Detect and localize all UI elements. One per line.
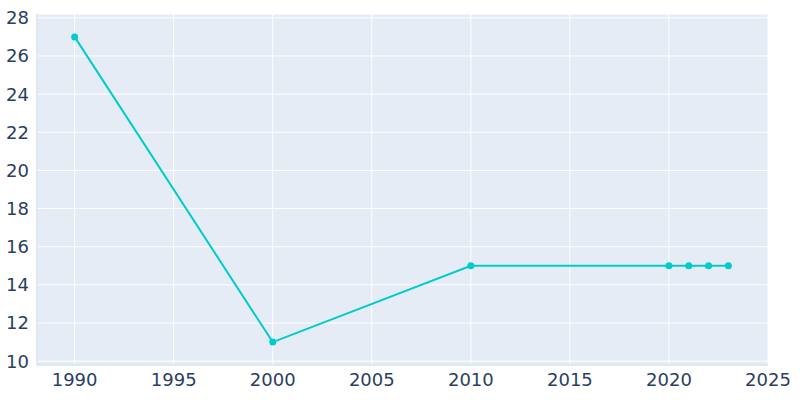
svg-text:26: 26: [8, 45, 29, 66]
svg-text:22: 22: [8, 122, 29, 143]
svg-text:2020: 2020: [646, 369, 692, 390]
svg-text:2000: 2000: [250, 369, 296, 390]
svg-text:2025: 2025: [745, 369, 791, 390]
svg-text:2010: 2010: [448, 369, 494, 390]
svg-text:2005: 2005: [349, 369, 395, 390]
svg-text:12: 12: [8, 312, 29, 333]
svg-text:2015: 2015: [547, 369, 593, 390]
svg-text:1990: 1990: [52, 369, 98, 390]
svg-text:16: 16: [8, 236, 29, 257]
svg-text:20: 20: [8, 160, 29, 181]
svg-text:1995: 1995: [151, 369, 197, 390]
svg-text:18: 18: [8, 198, 29, 219]
svg-text:24: 24: [8, 84, 29, 105]
svg-text:14: 14: [8, 274, 29, 295]
svg-text:28: 28: [8, 7, 29, 28]
svg-text:10: 10: [8, 351, 29, 372]
